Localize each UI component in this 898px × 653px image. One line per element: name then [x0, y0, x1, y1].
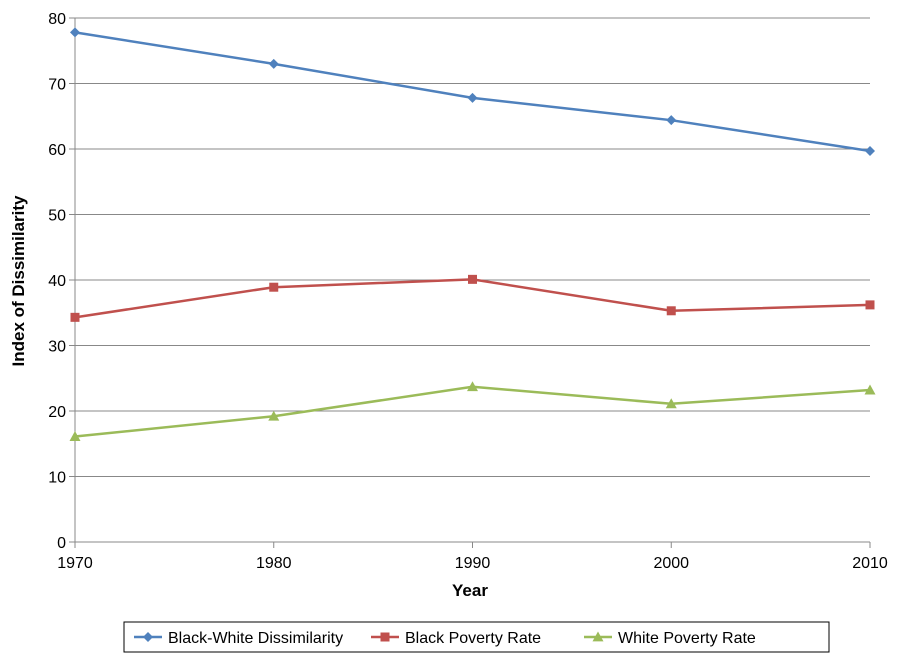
legend-item-black-poverty-rate: Black Poverty Rate — [371, 630, 541, 647]
y-tick-label: 60 — [48, 142, 66, 159]
legend-swatch-marker — [592, 631, 604, 642]
series-black-white-dissimilarity — [70, 27, 875, 156]
series-black-poverty-rate — [70, 274, 875, 322]
legend-label: Black Poverty Rate — [405, 630, 541, 647]
data-point-white-poverty-rate — [69, 431, 81, 441]
data-point-black-poverty-rate — [865, 300, 875, 310]
series-white-poverty-rate — [69, 381, 876, 441]
legend-item-white-poverty-rate: White Poverty Rate — [584, 630, 756, 647]
y-tick-label: 40 — [48, 273, 66, 290]
series-group — [69, 27, 876, 441]
x-tick-labels: 1970 1980 1990 2000 2010 — [57, 555, 888, 572]
x-tick-label: 1990 — [455, 555, 491, 572]
series-line-black-poverty-rate — [74, 278, 871, 319]
data-point-black-poverty-rate — [468, 274, 477, 284]
data-point-black-poverty-rate — [666, 306, 676, 316]
x-tick-label: 1970 — [57, 555, 93, 572]
gridlines — [75, 17, 870, 477]
data-point-white-poverty-rate — [268, 410, 280, 421]
y-tick-labels: 0 10 20 30 40 50 60 70 80 — [48, 11, 66, 552]
y-tick-label: 70 — [48, 77, 66, 94]
axes — [69, 17, 871, 548]
data-point-white-poverty-rate — [864, 384, 876, 395]
data-point-black-white-dissimilarity — [666, 115, 677, 126]
y-tick-label: 50 — [48, 208, 66, 225]
x-tick-label: 2010 — [852, 555, 888, 572]
data-point-black-white-dissimilarity — [865, 145, 875, 156]
legend-swatch-marker — [380, 632, 390, 642]
legend: Black-White Dissimilarity Black Poverty R… — [123, 621, 830, 653]
y-tick-label: 0 — [57, 535, 66, 552]
y-tick-label: 30 — [48, 339, 66, 356]
y-tick-label: 20 — [48, 404, 66, 421]
data-point-black-poverty-rate — [269, 282, 279, 292]
legend-label: Black-White Dissimilarity — [168, 630, 343, 647]
data-point-black-white-dissimilarity — [467, 92, 478, 103]
data-point-black-white-dissimilarity — [70, 27, 80, 38]
x-tick-label: 1980 — [256, 555, 292, 572]
data-point-black-white-dissimilarity — [268, 58, 279, 69]
legend-swatch-marker — [143, 632, 153, 642]
x-tick-label: 2000 — [653, 555, 689, 572]
y-tick-label: 80 — [48, 11, 66, 28]
x-axis-title: Year — [452, 581, 488, 600]
y-tick-label: 10 — [48, 470, 66, 487]
series-line-black-white-dissimilarity — [74, 31, 871, 153]
series-line-white-poverty-rate — [74, 385, 871, 438]
data-point-white-poverty-rate — [665, 398, 677, 409]
legend-label: White Poverty Rate — [618, 630, 756, 647]
legend-item-black-white-dissimilarity: Black-White Dissimilarity — [134, 630, 343, 647]
data-point-black-poverty-rate — [70, 312, 80, 322]
y-axis-title: Index of Dissimilarity — [9, 195, 28, 367]
data-point-white-poverty-rate — [467, 381, 478, 392]
legend-box — [123, 621, 830, 653]
